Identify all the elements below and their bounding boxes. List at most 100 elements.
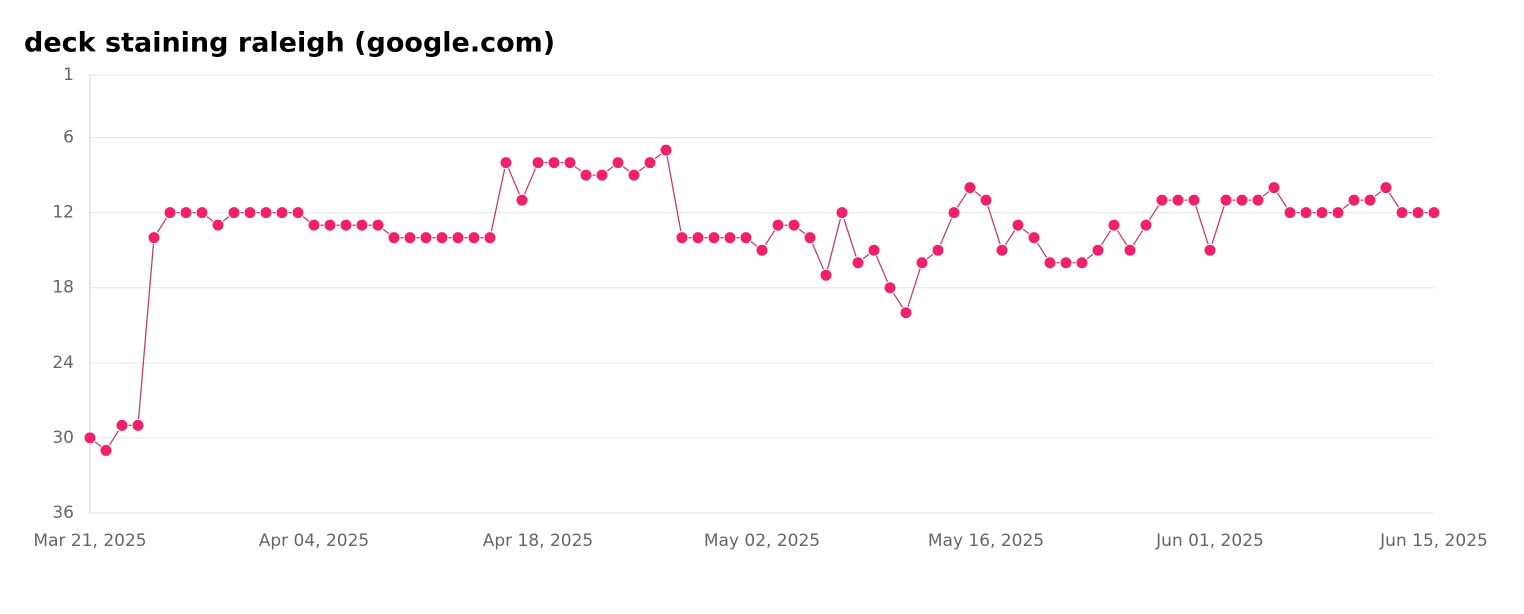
data-point	[771, 218, 785, 232]
data-point	[947, 206, 961, 220]
data-point	[291, 206, 305, 220]
data-point	[851, 256, 865, 270]
data-point	[1043, 256, 1057, 270]
data-point	[627, 168, 641, 182]
data-point	[115, 418, 129, 432]
data-point	[1411, 206, 1425, 220]
data-point	[227, 206, 241, 220]
data-point	[819, 268, 833, 282]
data-point	[1075, 256, 1089, 270]
data-point	[1219, 193, 1233, 207]
data-point	[595, 168, 609, 182]
data-point	[931, 243, 945, 257]
data-point	[1027, 231, 1041, 245]
data-point	[467, 231, 481, 245]
data-point	[1379, 181, 1393, 195]
data-point	[1267, 181, 1281, 195]
data-point	[131, 418, 145, 432]
x-tick-label: May 16, 2025	[928, 531, 1044, 551]
series-line	[89, 148, 1434, 452]
data-point	[755, 243, 769, 257]
data-point	[1283, 206, 1297, 220]
data-point	[563, 156, 577, 170]
x-tick-label: Apr 04, 2025	[259, 531, 370, 551]
y-tick-label: 18	[52, 278, 74, 298]
data-point	[99, 443, 113, 457]
data-point	[1299, 206, 1313, 220]
data-point	[803, 231, 817, 245]
data-point	[899, 306, 913, 320]
data-point	[243, 206, 257, 220]
data-point	[883, 281, 897, 295]
data-point	[1331, 206, 1345, 220]
data-point	[835, 206, 849, 220]
data-point	[1171, 193, 1185, 207]
data-point	[1011, 218, 1025, 232]
data-point	[435, 231, 449, 245]
y-tick-label: 12	[52, 203, 74, 223]
data-point	[1123, 243, 1137, 257]
data-point	[1251, 193, 1265, 207]
data-point	[707, 231, 721, 245]
data-point	[611, 156, 625, 170]
data-point	[1347, 193, 1361, 207]
data-point	[211, 218, 225, 232]
y-tick-label: 30	[52, 428, 74, 448]
data-point	[787, 218, 801, 232]
data-point	[643, 156, 657, 170]
data-point	[1091, 243, 1105, 257]
data-point	[963, 181, 977, 195]
data-point	[179, 206, 193, 220]
x-tick-label: Mar 21, 2025	[33, 531, 146, 551]
data-point	[1059, 256, 1073, 270]
data-point	[867, 243, 881, 257]
data-point	[739, 231, 753, 245]
x-tick-label: Jun 15, 2025	[1379, 531, 1488, 551]
data-point	[147, 231, 161, 245]
y-tick-label: 24	[52, 353, 74, 373]
data-point	[1107, 218, 1121, 232]
data-point	[995, 243, 1009, 257]
data-point	[723, 231, 737, 245]
data-point	[307, 218, 321, 232]
data-point	[579, 168, 593, 182]
data-point	[483, 231, 497, 245]
data-point	[387, 231, 401, 245]
data-point	[1315, 206, 1329, 220]
x-tick-label: Jun 01, 2025	[1155, 531, 1264, 551]
data-point	[1139, 218, 1153, 232]
data-point	[259, 206, 273, 220]
data-point	[323, 218, 337, 232]
data-point	[195, 206, 209, 220]
data-point	[1395, 206, 1409, 220]
x-tick-label: Apr 18, 2025	[483, 531, 594, 551]
data-point	[339, 218, 353, 232]
y-tick-label: 6	[63, 128, 74, 148]
data-point	[1427, 206, 1441, 220]
data-point	[83, 431, 97, 445]
data-point	[355, 218, 369, 232]
data-point	[659, 143, 673, 157]
data-point	[915, 256, 929, 270]
data-point	[275, 206, 289, 220]
data-point	[547, 156, 561, 170]
data-point	[1235, 193, 1249, 207]
data-point	[499, 156, 513, 170]
data-point	[675, 231, 689, 245]
chart-title: deck staining raleigh (google.com)	[24, 28, 555, 59]
data-point	[371, 218, 385, 232]
data-point	[163, 206, 177, 220]
y-tick-label: 36	[52, 503, 74, 523]
data-point	[419, 231, 433, 245]
data-point	[1203, 243, 1217, 257]
data-point	[979, 193, 993, 207]
data-point	[515, 193, 529, 207]
data-point	[403, 231, 417, 245]
data-point	[531, 156, 545, 170]
data-point	[451, 231, 465, 245]
x-tick-label: May 02, 2025	[704, 531, 820, 551]
data-point	[1155, 193, 1169, 207]
data-point	[1363, 193, 1377, 207]
